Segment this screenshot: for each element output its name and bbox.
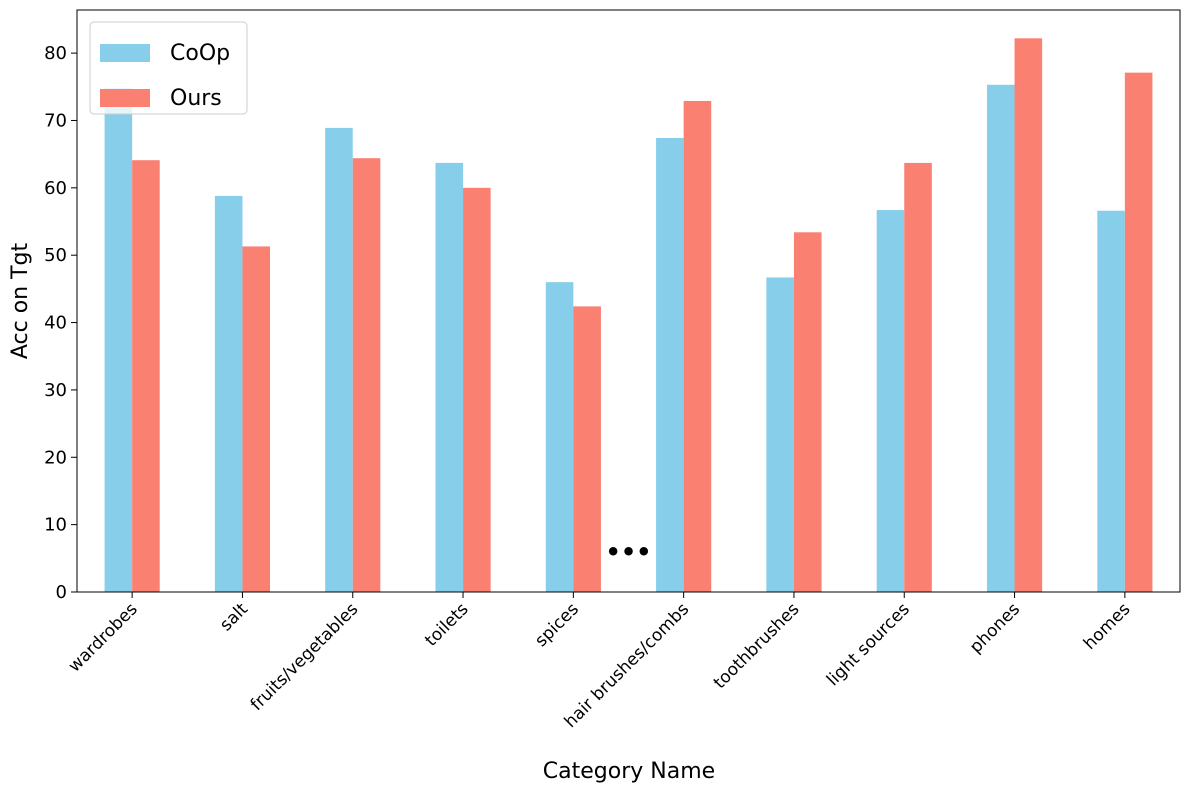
bar <box>683 100 712 592</box>
y-tick-label: 40 <box>44 313 67 334</box>
bar <box>545 282 574 592</box>
x-tick-label: toothbrushes <box>710 599 804 693</box>
bar <box>463 187 491 593</box>
bar <box>986 84 1015 592</box>
bar <box>104 88 133 592</box>
legend-swatch <box>100 89 150 107</box>
bar <box>656 137 684 592</box>
bar <box>766 277 794 592</box>
bar <box>573 306 601 592</box>
bar <box>876 210 905 592</box>
legend-swatch <box>100 44 150 62</box>
x-tick-label: fruits/vegetables <box>247 599 363 715</box>
bar <box>1124 72 1153 593</box>
bar <box>325 127 353 592</box>
bar <box>904 162 932 592</box>
legend-label: Ours <box>170 86 222 111</box>
x-tick-label: hair brushes/combs <box>561 599 694 732</box>
y-tick-label: 50 <box>44 245 67 266</box>
y-tick-label: 30 <box>44 380 67 401</box>
bar <box>1097 210 1125 592</box>
x-tick-label: spices <box>531 599 583 651</box>
x-tick-label: toilets <box>421 599 472 650</box>
bar <box>132 160 160 592</box>
y-tick-label: 20 <box>44 447 67 468</box>
x-tick-label: salt <box>216 599 252 635</box>
x-tick-label: light sources <box>823 599 914 690</box>
x-tick-label: wardrobes <box>65 599 142 676</box>
bar <box>1014 38 1043 592</box>
bar <box>435 162 464 592</box>
legend-label: CoOp <box>170 41 230 66</box>
y-tick-label: 70 <box>44 110 67 131</box>
x-axis-label: Category Name <box>543 759 715 784</box>
y-tick-label: 10 <box>44 515 67 536</box>
annotation: ••• <box>605 538 651 566</box>
bar <box>214 195 243 592</box>
y-tick-label: 0 <box>56 582 67 603</box>
x-tick-label: homes <box>1080 599 1135 654</box>
plot-frame <box>76 9 1181 593</box>
bar <box>352 158 381 592</box>
y-tick-label: 60 <box>44 178 67 199</box>
y-axis-label: Acc on Tgt <box>8 242 33 359</box>
bar <box>242 246 271 592</box>
bar <box>793 232 822 592</box>
y-tick-label: 80 <box>44 43 67 64</box>
x-tick-label: phones <box>966 599 1024 657</box>
